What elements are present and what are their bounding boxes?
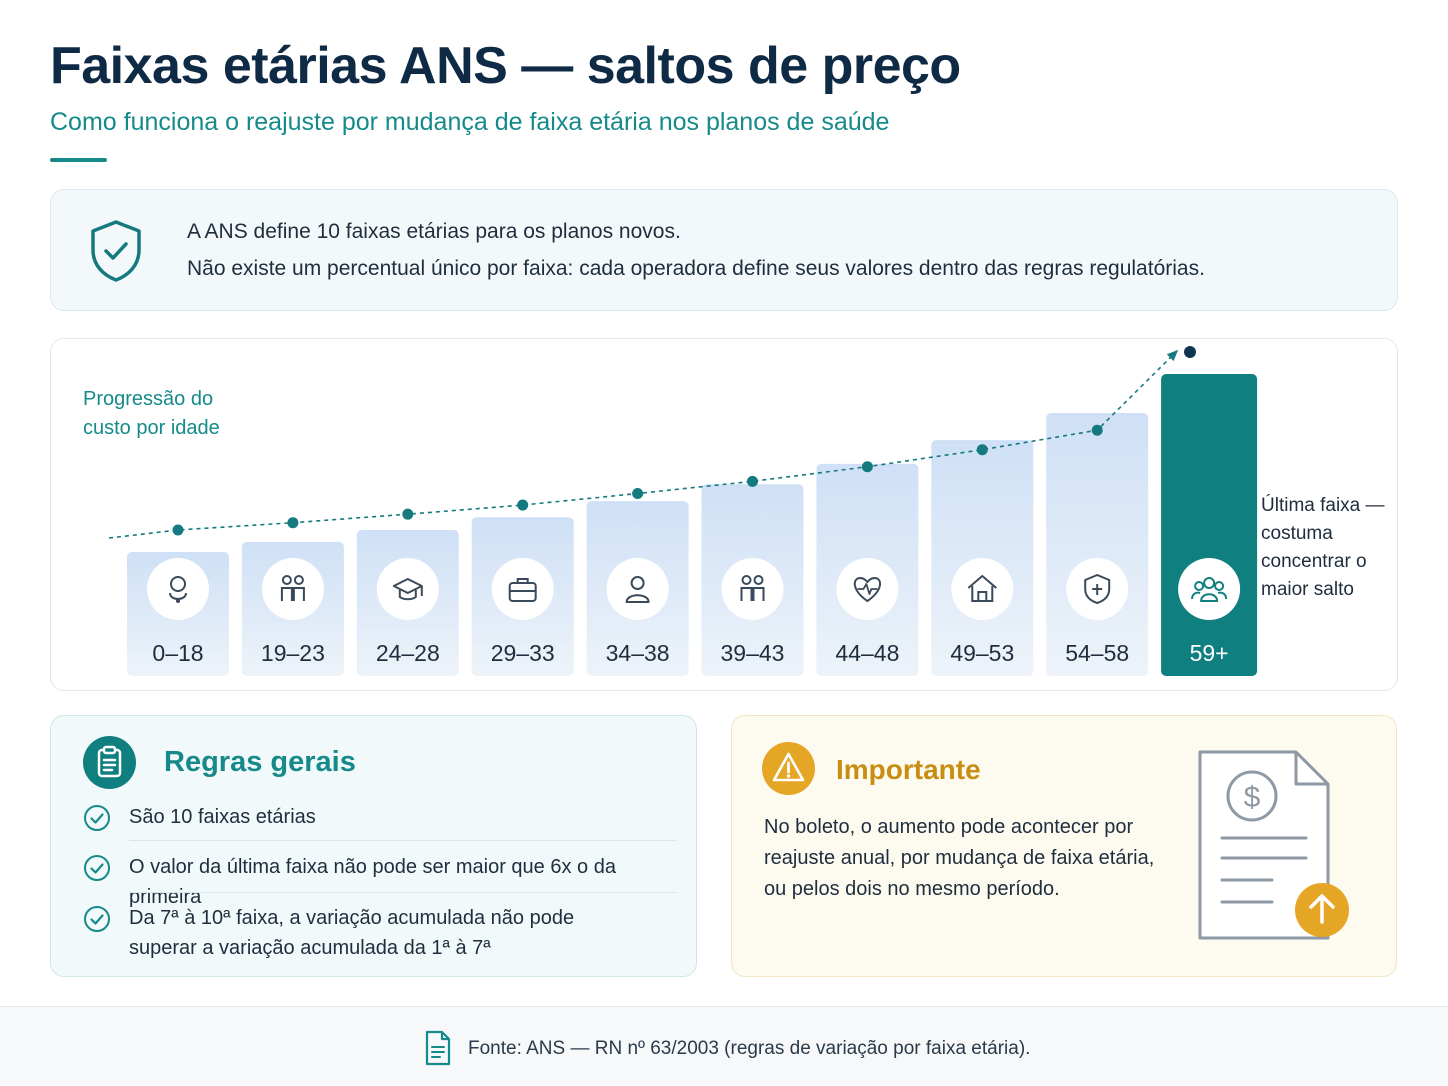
category-label: 44–48 — [835, 640, 899, 666]
category-label: 19–23 — [261, 640, 325, 666]
important-heading: Importante — [836, 754, 981, 785]
bar-group: 0–18 — [127, 552, 229, 676]
bar-group: 19–23 — [241, 541, 344, 676]
house-icon — [967, 575, 997, 602]
warning-icon — [762, 742, 815, 795]
trend-point — [172, 524, 184, 536]
bar-group: 59+ — [1161, 374, 1258, 676]
clipboard-icon — [83, 736, 136, 789]
graduation-cap-icon — [392, 578, 423, 601]
rules-card: Regras gerais São 10 faixas etárias O va… — [50, 715, 697, 977]
bar-group: 39–43 — [701, 484, 804, 676]
trend-point — [747, 475, 758, 487]
title-underline — [50, 158, 107, 162]
shield-check-icon — [87, 218, 145, 289]
trend-point — [1091, 424, 1103, 436]
check-circle-icon — [84, 805, 110, 831]
divider — [129, 840, 677, 841]
check-circle-icon — [84, 906, 110, 932]
trend-point — [861, 461, 873, 473]
category-label: 39–43 — [721, 640, 785, 666]
category-label: 59+ — [1190, 640, 1229, 666]
category-label: 54–58 — [1065, 640, 1129, 666]
annotation-text: concentrar o — [1261, 551, 1367, 572]
rule-item: Da 7ª à 10ª faixa, a variação acumulada … — [81, 903, 677, 963]
document-icon — [424, 1029, 452, 1072]
rules-heading: Regras gerais — [164, 746, 356, 778]
bar — [1046, 412, 1149, 676]
annotation-text: Última faixa — — [1261, 494, 1385, 516]
category-label: 24–28 — [376, 640, 440, 666]
rule-item: São 10 faixas etárias — [81, 802, 677, 832]
chart-card: Progressão do custo por idade 0–18 19–23 2… — [50, 338, 1398, 691]
bar-group: 34–38 — [586, 501, 689, 676]
bar-group: 44–48 — [816, 463, 919, 676]
rule-text: Da 7ª à 10ª faixa, a variação acumulada … — [129, 907, 575, 959]
icon-badge — [147, 558, 209, 620]
info-card: A ANS define 10 faixas etárias para os p… — [50, 189, 1398, 311]
heart-pulse-icon — [853, 577, 881, 602]
annotation-text: costuma — [1261, 523, 1333, 544]
chart-title-line-1: Progressão do — [83, 388, 213, 410]
important-card: Importante No boleto, o aumento pode aco… — [731, 715, 1397, 977]
rule-text: O valor da última faixa não pode ser mai… — [129, 856, 616, 908]
invoice-increase-icon: $ — [1194, 746, 1364, 951]
source-text: Fonte: ANS — RN nº 63/2003 (regras de va… — [468, 1038, 1031, 1059]
baby-icon — [169, 576, 187, 603]
rule-text: São 10 faixas etárias — [129, 806, 316, 828]
trend-point — [517, 499, 529, 511]
page-subtitle: Como funciona o reajuste por mudança de … — [50, 108, 890, 136]
divider — [129, 892, 677, 893]
check-circle-icon — [84, 855, 110, 881]
info-text-line-2: Não existe um percentual único por faixa… — [187, 257, 1205, 280]
trend-point — [402, 508, 414, 520]
bar-group: 54–58 — [1046, 412, 1149, 676]
page-title: Faixas etárias ANS — saltos de preço — [50, 37, 961, 95]
footer: Fonte: ANS — RN nº 63/2003 (regras de va… — [0, 1006, 1448, 1086]
important-text: No boleto, o aumento pode acontecer por … — [764, 816, 1155, 900]
briefcase-icon — [508, 578, 537, 602]
category-label: 29–33 — [491, 640, 555, 666]
rule-item: O valor da última faixa não pode ser mai… — [81, 852, 677, 908]
icon-badge — [376, 558, 439, 620]
category-label: 49–53 — [950, 640, 1014, 666]
svg-text:$: $ — [1244, 781, 1261, 814]
category-label: 34–38 — [606, 640, 670, 666]
trend-point — [632, 488, 644, 499]
bar — [1161, 374, 1258, 676]
couple-icon — [280, 575, 305, 601]
category-label: 0–18 — [152, 640, 203, 666]
age-cost-chart: Progressão do custo por idade 0–18 19–23 2… — [83, 346, 1385, 676]
annotation-text: maior salto — [1261, 579, 1354, 600]
bar-group: 29–33 — [471, 517, 574, 676]
person-icon — [625, 576, 650, 603]
bar-group: 49–53 — [931, 440, 1034, 676]
icon-badge — [951, 558, 1014, 620]
trend-point — [1184, 346, 1196, 358]
chart-title-line-2: custo por idade — [83, 417, 220, 439]
icon-badge — [491, 558, 554, 620]
bar-group: 24–28 — [356, 529, 459, 676]
shield-plus-icon — [1084, 574, 1111, 604]
trend-point — [287, 517, 299, 529]
trend-point — [976, 444, 988, 456]
info-text-line-1: A ANS define 10 faixas etárias para os p… — [187, 220, 681, 243]
family-icon — [740, 575, 765, 601]
group-icon — [1191, 577, 1228, 602]
